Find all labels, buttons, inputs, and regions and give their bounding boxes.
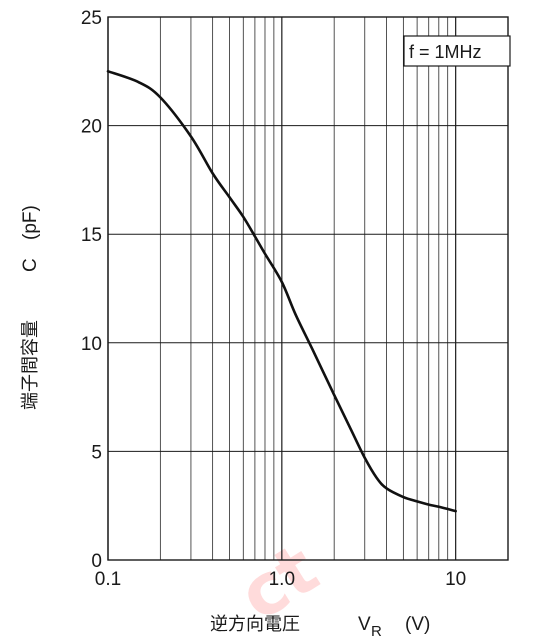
- x-tick-label: 1.0: [269, 569, 295, 590]
- minor-gridlines: [159, 17, 509, 560]
- x-axis-title: 逆方向電圧 V R (V): [210, 614, 430, 640]
- y-tick-label: 20: [81, 117, 102, 138]
- plot-frame: [107, 16, 509, 561]
- y-axis-symbol: C: [20, 258, 41, 272]
- y-tick-label: 25: [81, 8, 102, 29]
- x-tick-label: 10: [445, 569, 466, 590]
- y-tick-label: 15: [81, 225, 102, 246]
- x-axis-label: 逆方向電圧: [210, 614, 300, 635]
- capacitance-curve: [106, 70, 457, 513]
- y-tick-label: 0: [91, 551, 102, 572]
- x-tick-label: 0.1: [95, 569, 121, 590]
- x-tick-labels: 0.1 1.0 10: [95, 569, 466, 590]
- y-axis-title: 端子間容量 C (pF): [20, 205, 41, 410]
- y-axis-unit: (pF): [20, 205, 41, 240]
- x-axis-subscript: R: [371, 623, 382, 640]
- y-tick-labels: 0 5 10 15 20 25: [81, 8, 102, 572]
- data-series: [106, 70, 457, 513]
- annotation-text: f = 1MHz: [409, 42, 482, 62]
- annotation-border: [403, 35, 511, 67]
- y-tick-label: 10: [81, 334, 102, 355]
- y-axis-label: 端子間容量: [20, 320, 41, 410]
- y-tick-label: 5: [91, 442, 102, 463]
- annotation-box: f = 1MHz: [403, 35, 511, 67]
- x-axis-symbol: V: [358, 614, 371, 635]
- x-axis-unit: (V): [405, 614, 430, 635]
